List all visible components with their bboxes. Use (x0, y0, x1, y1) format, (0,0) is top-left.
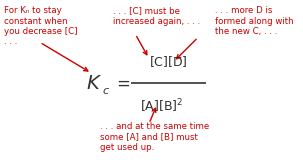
Text: $\mathit{c}$: $\mathit{c}$ (102, 86, 111, 96)
Text: $\mathit{K}$: $\mathit{K}$ (86, 74, 102, 92)
Text: . . . [C] must be
increased again, . . .: . . . [C] must be increased again, . . . (113, 6, 201, 26)
Text: $[\mathrm{C}][\mathrm{D}]$: $[\mathrm{C}][\mathrm{D}]$ (149, 54, 188, 69)
Text: $[\mathrm{A}][\mathrm{B}]^2$: $[\mathrm{A}][\mathrm{B}]^2$ (140, 97, 183, 115)
Text: For Kₙ to stay
constant when
you decrease [C]
. . .: For Kₙ to stay constant when you decreas… (4, 6, 78, 46)
Text: . . . more D is
formed along with
the new C, . . .: . . . more D is formed along with the ne… (215, 6, 293, 36)
Text: $=$: $=$ (113, 74, 130, 92)
Text: . . . and at the same time
some [A] and [B] must
get used up.: . . . and at the same time some [A] and … (100, 122, 209, 152)
